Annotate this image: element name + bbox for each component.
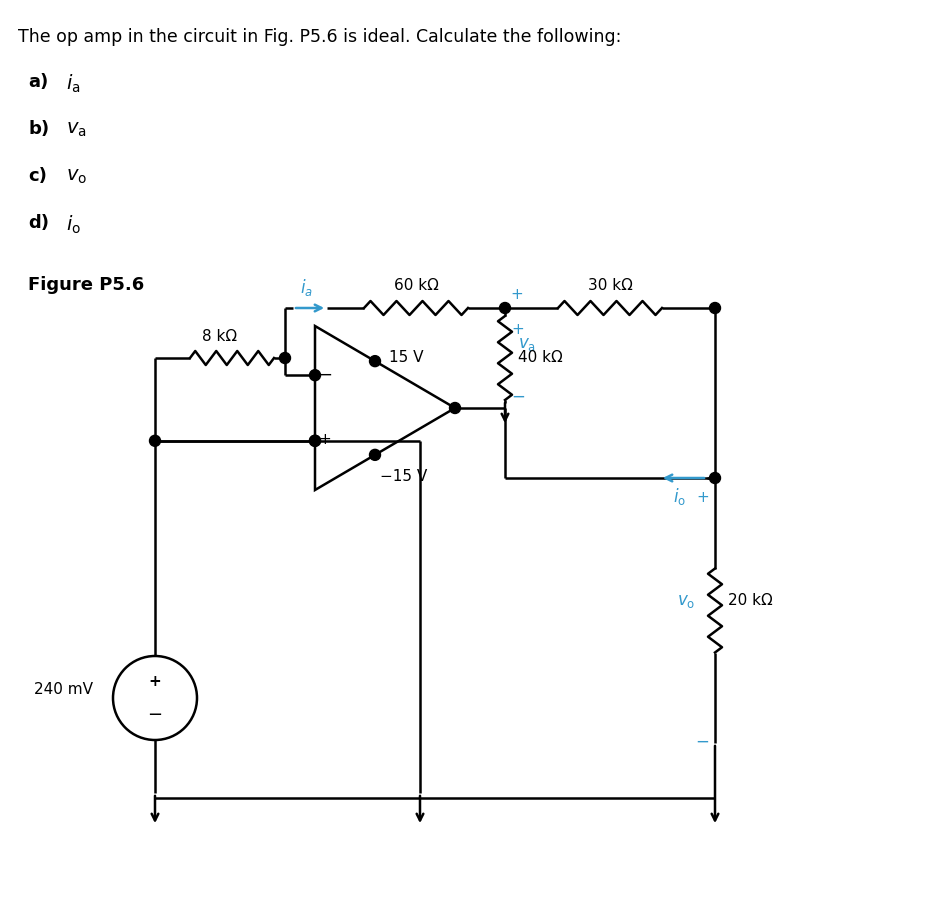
Text: −: − — [318, 365, 332, 383]
Text: d): d) — [28, 214, 49, 232]
Text: +: + — [148, 674, 161, 688]
Text: 60 kΩ: 60 kΩ — [394, 278, 439, 293]
Text: +: + — [696, 490, 709, 505]
Text: Figure P5.6: Figure P5.6 — [28, 276, 145, 294]
Text: b): b) — [28, 120, 49, 138]
Text: −: − — [147, 706, 162, 724]
Text: 240 mV: 240 mV — [34, 682, 93, 698]
Circle shape — [709, 303, 720, 314]
Circle shape — [149, 435, 160, 446]
Circle shape — [369, 449, 381, 460]
Text: c): c) — [28, 167, 47, 185]
Text: 30 kΩ: 30 kΩ — [588, 278, 633, 293]
Text: −: − — [511, 388, 525, 406]
Text: $i_{\rm o}$: $i_{\rm o}$ — [66, 214, 81, 236]
Text: 15 V: 15 V — [389, 350, 424, 364]
Text: a): a) — [28, 73, 49, 91]
Text: 8 kΩ: 8 kΩ — [202, 329, 238, 344]
Circle shape — [450, 402, 461, 413]
Text: $i_{\rm o}$: $i_{\rm o}$ — [674, 486, 687, 507]
Circle shape — [369, 355, 381, 366]
Circle shape — [709, 473, 720, 484]
Text: +: + — [319, 432, 331, 447]
Circle shape — [280, 353, 290, 364]
Text: $v_{\rm a}$: $v_{\rm a}$ — [518, 335, 536, 353]
Text: −15 V: −15 V — [380, 469, 427, 484]
Text: +: + — [510, 287, 522, 302]
Circle shape — [310, 435, 321, 446]
Text: 20 kΩ: 20 kΩ — [728, 593, 773, 608]
Text: $v_{\rm o}$: $v_{\rm o}$ — [66, 167, 87, 186]
Text: $v_{\rm o}$: $v_{\rm o}$ — [676, 591, 695, 610]
Text: $i_a$: $i_a$ — [299, 277, 313, 298]
Text: $i_{\rm a}$: $i_{\rm a}$ — [66, 73, 80, 95]
Text: −: − — [695, 733, 709, 751]
Text: +: + — [511, 322, 523, 337]
Text: The op amp in the circuit in Fig. P5.6 is ideal. Calculate the following:: The op amp in the circuit in Fig. P5.6 i… — [18, 28, 621, 46]
Circle shape — [499, 303, 510, 314]
Circle shape — [310, 435, 321, 446]
Circle shape — [310, 370, 321, 381]
Text: 40 kΩ: 40 kΩ — [518, 351, 563, 365]
Text: $v_{\rm a}$: $v_{\rm a}$ — [66, 120, 87, 139]
